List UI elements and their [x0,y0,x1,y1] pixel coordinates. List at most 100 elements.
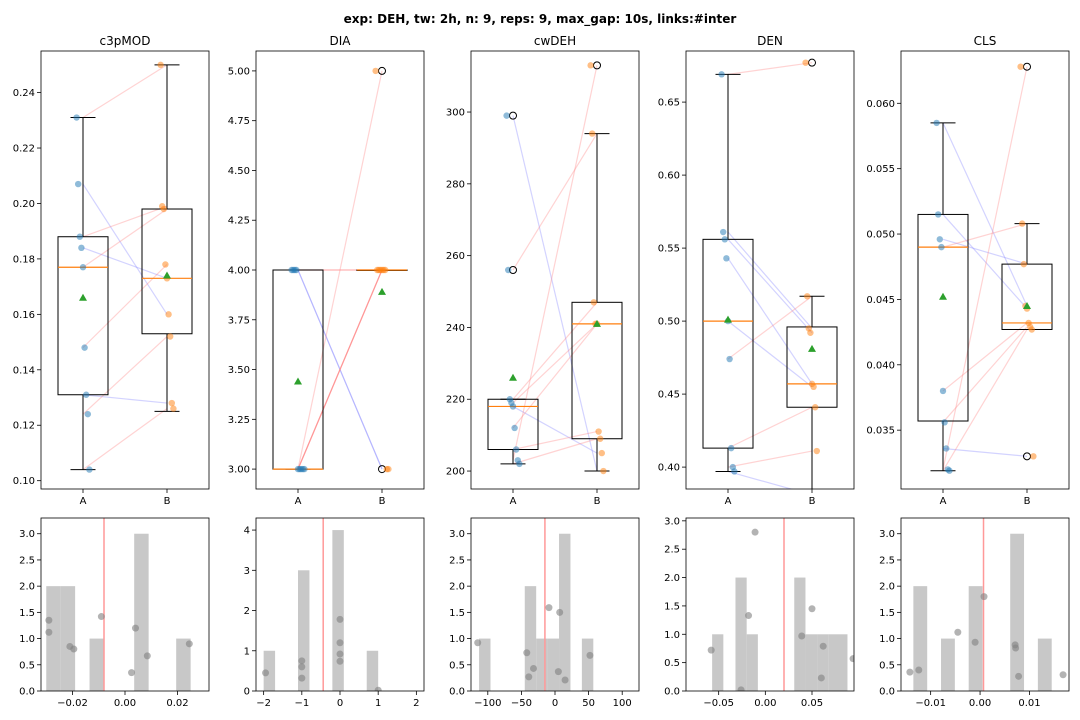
y-tick-label: 3.00 [228,465,250,476]
diff-point [745,612,753,620]
pair-link [727,295,813,360]
hist-panel-0: −0.02 0.00 0.02 0.0 0.5 1.0 1.5 2.0 2.5 3.0 [19,517,210,709]
y-tick-label: 3.0 [879,529,895,540]
plot-area [272,66,408,474]
hist-panel-2: −100 −50 0 50 100 0.0 0.5 1.0 1.5 2.0 2.5 3.0 [449,517,640,709]
pair-link [942,329,1028,472]
x-category-label: B [809,496,816,507]
data-point [503,112,510,119]
plot-area [57,61,193,473]
pair-link [942,238,1028,265]
y-tick-label: 3 [244,566,250,577]
box-panel-4: 0.035 0.040 0.045 0.050 0.055 0.060 A B CLS [866,34,1070,507]
pair-link [297,269,383,470]
data-point [1028,326,1036,333]
axes-frame [900,517,1070,692]
hist-bar [298,570,310,691]
box-B [356,66,408,474]
y-tick-label: 3.0 [664,516,680,527]
data-point [86,466,93,473]
pair-link [942,214,1028,309]
hist-bar [805,634,818,691]
y-tick-label: 3.75 [228,315,250,326]
hist-bar [968,586,983,691]
data-point [936,236,943,243]
axes-frame [255,517,425,692]
plot-area [707,518,854,691]
pair-link [82,336,168,415]
pair-link [942,322,1028,392]
pair-link [512,405,598,454]
panel-title: CLS [974,34,997,48]
y-tick-label: 0.20 [13,199,35,210]
diff-point [906,668,914,676]
pair-link [82,247,168,279]
data-point [157,61,164,69]
box-panel-3: 0.40 0.45 0.50 0.55 0.60 0.65 A B DEN [658,34,855,507]
y-tick-label: 4 [244,526,250,537]
hist-bar [536,638,548,691]
box-B [141,61,193,412]
diff-point [1012,644,1020,652]
box-B [786,58,838,489]
y-tick-label: 2.5 [664,545,680,556]
y-tick-label: 0.18 [13,254,35,265]
data-point [804,293,811,300]
diff-point [336,639,344,647]
diff-point [298,657,306,665]
data-point [946,467,953,474]
plot-area [906,518,1067,691]
iqr-box [702,238,754,449]
x-tick-label: −100 [474,698,501,709]
y-tick-label: 0.5 [449,660,465,671]
hist-bar [176,638,191,691]
x-category-label: A [940,496,947,507]
y-tick-label: 4.50 [228,166,250,177]
pair-link [727,320,813,388]
data-point [600,467,607,475]
y-tick-label: 2 [244,606,250,617]
axes-frame [40,517,210,692]
data-point [385,465,392,473]
y-tick-label: 1.0 [19,634,35,645]
pair-link [512,323,598,404]
pair-link [297,269,383,470]
diff-point [262,669,270,677]
data-point [721,236,728,243]
y-tick-label: 280 [446,179,465,190]
y-tick-label: 1.0 [664,630,680,641]
x-tick-label: 50 [582,698,595,709]
x-tick-label: 0.01 [1018,698,1040,709]
y-tick-label: 2.0 [879,582,895,593]
pair-link [512,115,598,472]
data-point [726,355,733,363]
data-point [597,435,604,442]
data-point [76,233,84,240]
hist-bar [828,634,840,691]
diff-point [737,686,745,691]
data-point [516,460,523,468]
diff-point [132,624,139,632]
data-point [802,59,809,66]
y-tick-label: 2.0 [19,582,35,593]
x-tick-label: −50 [511,698,532,709]
data-point [165,311,172,318]
plot-area [474,518,594,691]
data-point [78,244,85,252]
hist-bar [581,638,594,691]
y-tick-label: 4.75 [228,116,250,127]
diff-point [374,686,382,691]
hist-bar [817,634,829,691]
diff-point [545,604,553,612]
iqr-box [571,301,623,440]
data-point [720,228,727,236]
plot-area [487,61,623,475]
diff-point [561,676,569,684]
y-tick-label: 0.22 [13,144,35,155]
x-category-label: A [725,496,732,507]
y-tick-label: 0.045 [866,295,895,306]
axes-frame [470,517,640,692]
diff-point [45,616,53,624]
data-point [728,444,735,452]
hist-bar [263,650,276,691]
